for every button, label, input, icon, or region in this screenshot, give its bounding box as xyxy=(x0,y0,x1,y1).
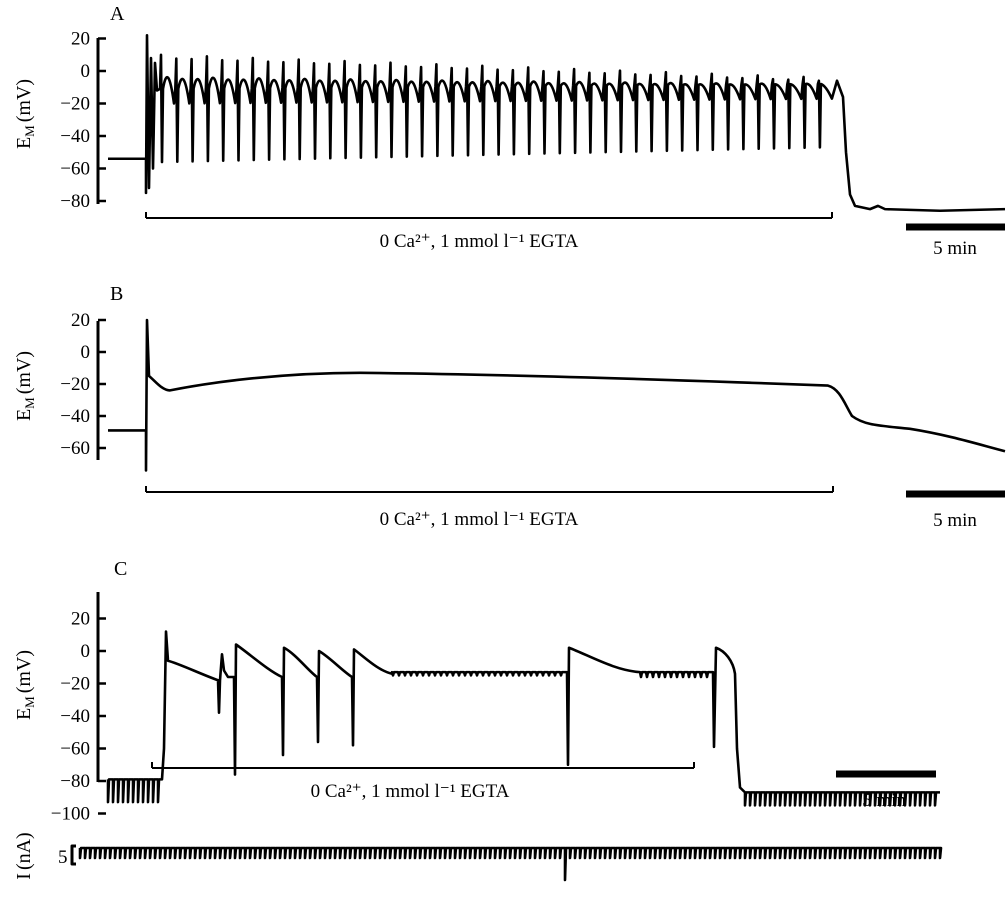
panel-c-current-scale-value: 5 xyxy=(58,847,68,868)
panel-b-membrane-potential-trace xyxy=(108,318,1006,472)
panel-c-y-axis-label: EM(mV) xyxy=(13,650,37,720)
panel-b-y-tick-label: −40 xyxy=(60,406,90,427)
panel-c-letter: C xyxy=(114,558,127,580)
panel-a-solution-label: 0 Ca²⁺, 1 mmol l⁻¹ EGTA xyxy=(380,231,579,252)
panel-a-y-tick-label: 20 xyxy=(71,29,90,50)
panel-b-solution-bracket xyxy=(145,486,834,493)
panel-c-y-tick-label: −20 xyxy=(60,674,90,695)
panel-b-y-tick-label: −60 xyxy=(60,438,90,459)
panel-b-y-tick-label: 0 xyxy=(81,342,91,363)
panel-c-y-tick-label: −80 xyxy=(60,771,90,792)
panel-a-y-axis-label: EM(mV) xyxy=(13,79,37,149)
panel-b-y-tick-label: −20 xyxy=(60,374,90,395)
panel-b-y-axis-label: EM(mV) xyxy=(13,351,37,421)
panel-a: A EM(mV) 20 0 −20 −40 −60 −80 0 Ca²⁺, 1 mmol … xyxy=(13,3,1006,259)
panel-c-y-tick-label: −60 xyxy=(60,739,90,760)
panel-c-membrane-potential-trace xyxy=(106,630,940,807)
panel-a-y-tick-label: 0 xyxy=(81,61,91,82)
panel-a-solution-bracket xyxy=(145,212,833,219)
panel-c-current-trace xyxy=(78,846,943,882)
panel-c-solution-label: 0 Ca²⁺, 1 mmol l⁻¹ EGTA xyxy=(311,781,510,802)
panel-c-y-tick-label: 20 xyxy=(71,609,90,630)
panel-a-membrane-potential-trace xyxy=(108,33,1006,213)
panel-c-scale-bar-label: 5 min xyxy=(862,790,906,811)
panel-a-scale-bar-label: 5 min xyxy=(933,238,977,259)
panel-a-y-tick-label: −40 xyxy=(60,126,90,147)
panel-a-y-tick-label: −20 xyxy=(60,94,90,115)
panel-a-y-tick-label: −60 xyxy=(60,159,90,180)
panel-b-y-tick-label: 20 xyxy=(71,310,90,331)
panel-c-current-label: I(nA) xyxy=(13,832,35,879)
panel-b-scale-bar-label: 5 min xyxy=(933,510,977,531)
panel-c-solution-bracket xyxy=(151,762,695,769)
panel-c-y-tick-label: −100 xyxy=(51,804,90,825)
panel-c-y-tick-label: 0 xyxy=(81,641,91,662)
panel-a-y-tick-label: −80 xyxy=(60,191,90,212)
panel-a-letter: A xyxy=(110,3,125,25)
panel-c-current-scale-bracket xyxy=(70,844,76,866)
panel-b-letter: B xyxy=(110,283,123,305)
panel-c-y-tick-label: −40 xyxy=(60,706,90,727)
panel-b-solution-label: 0 Ca²⁺, 1 mmol l⁻¹ EGTA xyxy=(380,509,579,530)
panel-b: B EM(mV) 20 0 −20 −40 −60 0 Ca²⁺, 1 mmol l⁻¹… xyxy=(13,283,1006,531)
panel-c: C EM(mV) 20 0 −20 −40 −60 −80 −100 0 Ca²⁺, 1 m… xyxy=(13,558,943,882)
